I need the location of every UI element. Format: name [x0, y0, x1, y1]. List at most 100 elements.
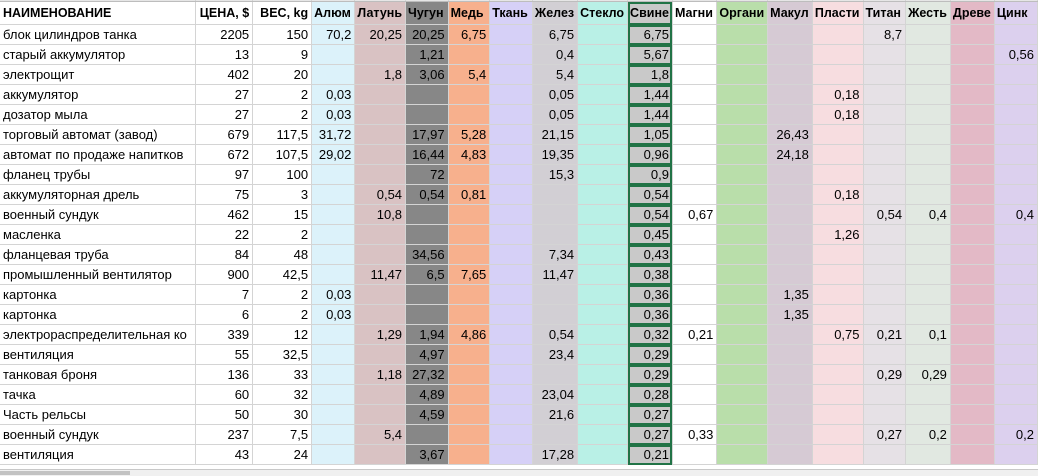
column-letter-cell[interactable] — [0, 0, 197, 2]
column-header[interactable]: Органи — [716, 1, 769, 25]
value-cell[interactable] — [863, 244, 907, 265]
item-name-cell[interactable]: картонка — [0, 304, 197, 325]
item-name-cell[interactable]: масленка — [0, 224, 197, 245]
value-cell[interactable] — [950, 344, 995, 365]
value-cell[interactable]: 32,5 — [252, 344, 313, 365]
value-cell[interactable] — [354, 444, 407, 465]
value-cell[interactable] — [577, 164, 629, 185]
value-cell[interactable] — [950, 324, 995, 345]
value-cell[interactable]: 0,4 — [905, 204, 951, 225]
column-letter-cell[interactable] — [627, 0, 673, 2]
value-cell[interactable]: 0,4 — [994, 204, 1038, 225]
column-letter-cell[interactable] — [863, 0, 907, 2]
value-cell[interactable]: 1,35 — [767, 304, 813, 325]
item-name-cell[interactable]: танковая броня — [0, 364, 197, 385]
value-cell[interactable] — [532, 304, 579, 325]
value-cell[interactable]: 48 — [252, 244, 313, 265]
value-cell[interactable] — [405, 304, 449, 325]
value-cell[interactable] — [489, 164, 533, 185]
value-cell[interactable] — [994, 144, 1038, 165]
value-cell[interactable]: 3 — [252, 184, 313, 205]
value-cell[interactable]: 0,18 — [812, 104, 864, 125]
value-cell[interactable] — [812, 404, 864, 425]
value-cell[interactable]: 679 — [195, 124, 254, 145]
value-cell[interactable] — [767, 424, 813, 445]
value-cell[interactable] — [716, 124, 769, 145]
column-header[interactable]: Латунь — [354, 1, 407, 25]
column-letters-row[interactable] — [0, 0, 1038, 2]
column-header[interactable]: Цинк — [994, 1, 1038, 25]
value-cell[interactable]: 1,29 — [354, 324, 407, 345]
value-cell[interactable] — [994, 104, 1038, 125]
value-cell[interactable] — [905, 444, 951, 465]
value-cell[interactable] — [905, 124, 951, 145]
value-cell[interactable] — [577, 284, 629, 305]
item-name-cell[interactable]: электрораспределительная ко — [0, 324, 197, 345]
value-cell[interactable] — [950, 164, 995, 185]
value-cell[interactable]: 0,75 — [812, 324, 864, 345]
value-cell[interactable]: 339 — [195, 324, 254, 345]
value-cell[interactable]: 1,8 — [354, 64, 407, 85]
value-cell[interactable]: 42,5 — [252, 264, 313, 285]
value-cell[interactable] — [812, 384, 864, 405]
value-cell[interactable] — [905, 164, 951, 185]
column-header[interactable]: Желез — [532, 1, 579, 25]
value-cell[interactable]: 0,05 — [532, 104, 579, 125]
value-cell[interactable]: 0,29 — [905, 364, 951, 385]
value-cell[interactable] — [577, 124, 629, 145]
value-cell[interactable] — [812, 284, 864, 305]
value-cell[interactable]: 31,72 — [311, 124, 356, 145]
value-cell[interactable]: 97 — [195, 164, 254, 185]
value-cell[interactable] — [950, 24, 995, 45]
value-cell[interactable]: 6 — [195, 304, 254, 325]
value-cell[interactable] — [311, 384, 356, 405]
value-cell[interactable] — [716, 44, 769, 65]
column-header[interactable]: Медь — [448, 1, 491, 25]
value-cell[interactable] — [354, 244, 407, 265]
value-cell[interactable] — [905, 44, 951, 65]
value-cell[interactable] — [577, 344, 629, 365]
value-cell[interactable]: 27 — [195, 104, 254, 125]
value-cell[interactable] — [672, 104, 718, 125]
value-cell[interactable] — [577, 404, 629, 425]
value-cell[interactable]: 50 — [195, 404, 254, 425]
value-cell[interactable] — [863, 104, 907, 125]
value-cell[interactable]: 24 — [252, 444, 313, 465]
value-cell[interactable] — [767, 444, 813, 465]
value-cell[interactable] — [311, 364, 356, 385]
value-cell[interactable] — [905, 344, 951, 365]
item-name-cell[interactable]: дозатор мыла — [0, 104, 197, 125]
value-cell[interactable] — [716, 64, 769, 85]
value-cell[interactable] — [532, 364, 579, 385]
value-cell[interactable] — [716, 164, 769, 185]
value-cell[interactable]: 0,4 — [532, 44, 579, 65]
value-cell[interactable] — [716, 264, 769, 285]
value-cell[interactable]: 0,2 — [994, 424, 1038, 445]
value-cell[interactable]: 1,05 — [627, 124, 673, 145]
value-cell[interactable] — [489, 224, 533, 245]
value-cell[interactable] — [767, 364, 813, 385]
value-cell[interactable]: 20,25 — [354, 24, 407, 45]
column-letter-cell[interactable] — [812, 0, 864, 2]
value-cell[interactable]: 27 — [195, 84, 254, 105]
item-name-cell[interactable]: старый аккумулятор — [0, 44, 197, 65]
column-header[interactable]: Титан — [863, 1, 907, 25]
value-cell[interactable]: 0,29 — [627, 364, 673, 385]
value-cell[interactable]: 1,18 — [354, 364, 407, 385]
value-cell[interactable] — [577, 104, 629, 125]
value-cell[interactable] — [716, 324, 769, 345]
column-letter-cell[interactable] — [577, 0, 629, 2]
value-cell[interactable] — [405, 104, 449, 125]
value-cell[interactable]: 6,5 — [405, 264, 449, 285]
value-cell[interactable] — [863, 284, 907, 305]
value-cell[interactable]: 0,9 — [627, 164, 673, 185]
value-cell[interactable] — [950, 304, 995, 325]
value-cell[interactable] — [863, 224, 907, 245]
value-cell[interactable] — [905, 184, 951, 205]
item-name-cell[interactable]: вентиляция — [0, 344, 197, 365]
value-cell[interactable] — [354, 384, 407, 405]
value-cell[interactable] — [672, 344, 718, 365]
value-cell[interactable] — [812, 204, 864, 225]
value-cell[interactable]: 0,54 — [532, 324, 579, 345]
value-cell[interactable] — [994, 344, 1038, 365]
